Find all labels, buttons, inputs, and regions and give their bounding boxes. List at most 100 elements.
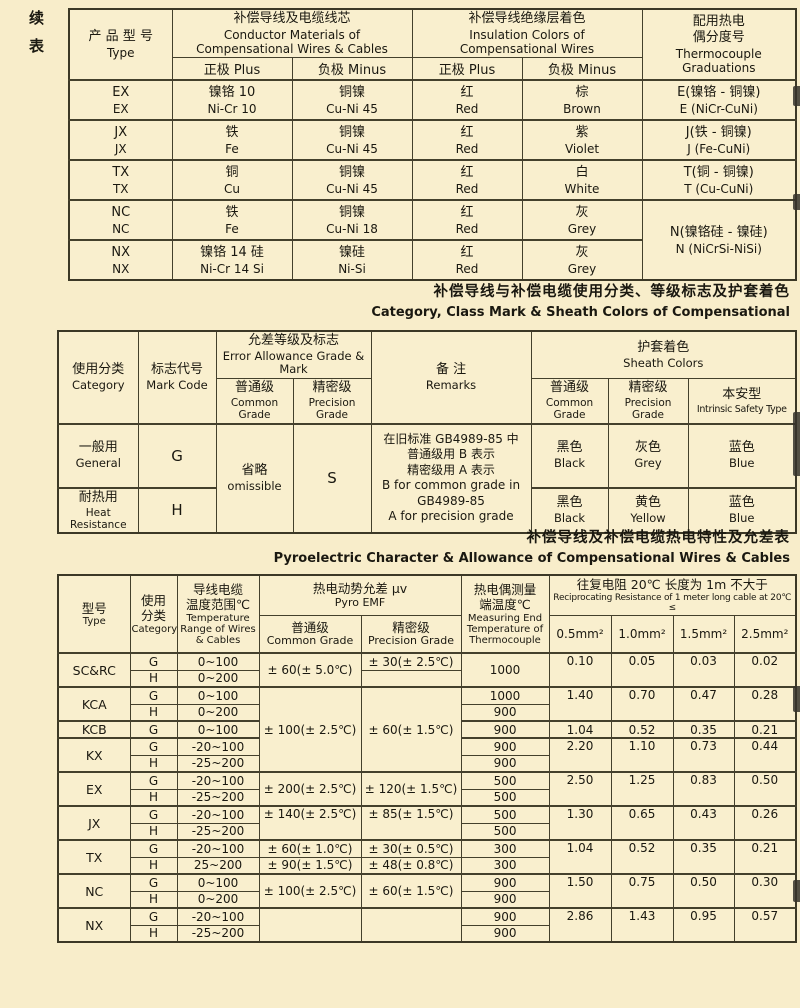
table-cell: NC bbox=[57, 873, 131, 909]
table-cell: G bbox=[129, 737, 178, 756]
table-cell: 铜 Cu bbox=[171, 159, 293, 201]
table-cell: G bbox=[137, 422, 217, 489]
cell-text: NX bbox=[112, 261, 130, 276]
header-text-cn: 热电动势允差 μv bbox=[312, 581, 408, 597]
table-cell: G bbox=[129, 771, 178, 790]
cell-text: Cu-Ni 18 bbox=[326, 221, 378, 236]
table-cell: 0.52 bbox=[610, 720, 674, 739]
table-cell: 一般用 General bbox=[57, 422, 139, 489]
header-text-en: Common Grade bbox=[545, 396, 594, 422]
table-cell: 0.50 bbox=[733, 771, 797, 807]
header-text-cn: 普通级 bbox=[550, 380, 590, 396]
table-row: EX G -20~100 ± 200(± 2.5℃) ± 120(± 1.5℃)… bbox=[57, 771, 797, 807]
cell-text: 黑色 bbox=[556, 495, 583, 511]
cell-text: 黑色 bbox=[556, 440, 583, 456]
table-cell: 灰 Grey bbox=[521, 239, 643, 281]
cell-text: Fe bbox=[225, 141, 239, 156]
table-cell: 0~100 bbox=[176, 720, 260, 739]
table-row: EX EX 镍铬 10 Ni-Cr 10 铜镍 Cu-Ni 45 红 Red 棕 Brow… bbox=[68, 79, 797, 121]
table-cell: ± 90(± 1.5℃) bbox=[258, 856, 362, 875]
header-text-en: Intrinsic Safety Type bbox=[696, 403, 787, 415]
table-cell: ± 60(± 5.0℃) bbox=[258, 652, 362, 688]
product-type-table: 产 品 型 号 Type 补偿导线及电缆线芯 Conductor Materia… bbox=[68, 8, 798, 282]
cell-text: Cu-Ni 45 bbox=[326, 181, 378, 196]
header-text-en: Precision Grade bbox=[624, 396, 672, 422]
table-row: 耐热用 Heat Resistance H 黑色 Black 黄色 Yellow 蓝色… bbox=[57, 486, 797, 534]
t3-subheader-1.0mm: 1.0mm² bbox=[610, 614, 674, 654]
header-text-cn: 备 注 bbox=[435, 362, 467, 378]
pyroelectric-allowance-table: 型号 Type 使用 分类 Category 导线电缆 温度范围℃ Temperatu… bbox=[57, 574, 798, 943]
cell-text: Ni-Cr 14 Si bbox=[200, 261, 264, 276]
cell-text: T(铜 - 铜镍) bbox=[683, 164, 754, 180]
table-cell: 900 bbox=[460, 720, 550, 739]
table-cell: J(铁 - 铜镍) J (Fe-CuNi) bbox=[641, 119, 797, 161]
cell-text: JX bbox=[114, 124, 128, 140]
table-cell: 1.50 bbox=[548, 873, 612, 909]
table-cell: 1.40 bbox=[548, 686, 612, 722]
table-cell: 铜镍 Cu-Ni 45 bbox=[291, 159, 413, 201]
table-row: NX NX 镍铬 14 硅 Ni-Cr 14 Si 镍硅 Ni-Si 红 Red 灰 Gr… bbox=[68, 239, 796, 281]
cell-text: 铁 bbox=[225, 204, 239, 220]
table-row: H 0~200 900 bbox=[58, 890, 796, 909]
section3-title: 补偿导线及补偿电缆热电特性及允差表 Pyroelectric Character… bbox=[274, 528, 790, 569]
table-cell: 2.50 bbox=[548, 771, 612, 807]
cell-text: T (Cu-CuNi) bbox=[684, 181, 754, 196]
table-cell: G bbox=[129, 686, 178, 705]
cell-text: 镍铬 10 bbox=[208, 84, 256, 100]
cell-text: Red bbox=[455, 261, 479, 276]
table-cell: 900 bbox=[460, 873, 550, 892]
table-cell: 0.70 bbox=[610, 686, 674, 722]
table-cell: -25~200 bbox=[176, 822, 260, 841]
table-cell: 镍铬 14 硅 Ni-Cr 14 Si bbox=[171, 239, 293, 281]
table-cell: SC&RC bbox=[57, 652, 131, 688]
cell-text: 灰 bbox=[575, 244, 589, 260]
table-cell: ± 200(± 2.5℃) bbox=[258, 771, 362, 807]
table-cell: H bbox=[129, 890, 178, 909]
header-text-cn: 允差等级及标志 bbox=[248, 333, 340, 348]
table-cell: 900 bbox=[460, 703, 550, 722]
header-text-cn: 标志代号 bbox=[150, 362, 203, 378]
table-cell: 1.30 bbox=[548, 805, 612, 841]
cell-text: Black bbox=[553, 456, 586, 471]
t2-subheader-precision: 精密级 Precision Grade bbox=[292, 378, 372, 425]
header-text-cn: 使用分类 bbox=[72, 362, 125, 378]
t3-header-pyro-emf: 热电动势允差 μv Pyro EMF bbox=[258, 574, 462, 616]
table-cell: 0.21 bbox=[733, 720, 797, 739]
table-cell: 0.95 bbox=[672, 907, 735, 943]
cell-text: Grey bbox=[634, 456, 662, 471]
table-cell: E(镍铬 - 铜镍) E (NiCr-CuNi) bbox=[641, 79, 797, 121]
header-text-en: Insulation Colors of Compensational Wire… bbox=[459, 27, 595, 57]
cell-text: 镍硅 bbox=[338, 244, 365, 260]
table-cell: 300 bbox=[460, 856, 550, 875]
table-cell: 0.47 bbox=[672, 686, 735, 722]
header-text-en: Precision Grade bbox=[308, 396, 356, 422]
table-cell: 300 bbox=[460, 839, 550, 858]
table-cell: 0.10 bbox=[548, 652, 612, 688]
table-cell: 0.73 bbox=[672, 737, 735, 773]
table-cell: 黑色 Black bbox=[530, 422, 609, 489]
table-cell: 铁 Fe bbox=[171, 199, 293, 241]
category-class-mark-table: 使用分类 Category 标志代号 Mark Code 允差等级及标志 Error … bbox=[57, 330, 798, 535]
table-cell bbox=[258, 907, 362, 943]
cell-text: Red bbox=[455, 101, 479, 116]
header-text-en: Error Allowance Grade & Mark bbox=[222, 348, 365, 377]
table-cell: 0.57 bbox=[733, 907, 797, 943]
t1-subheader-plus: 正极 Plus bbox=[171, 57, 293, 81]
cell-text: General bbox=[75, 456, 121, 471]
table-row: TX G -20~100 ± 60(± 1.0℃) ± 30(± 0.5℃) 3… bbox=[57, 839, 797, 875]
table-cell: 500 bbox=[460, 822, 550, 841]
cell-text: 省略 bbox=[241, 463, 268, 479]
header-text-cn: 产 品 型 号 bbox=[88, 29, 153, 45]
scan-artifact bbox=[793, 194, 800, 210]
table-row: H -25~200 900 bbox=[58, 924, 796, 943]
cell-text: White bbox=[564, 181, 600, 196]
table-cell: 灰 Grey bbox=[521, 199, 643, 241]
table-cell: 1.10 bbox=[610, 737, 674, 773]
section3-title-cn: 补偿导线及补偿电缆热电特性及允差表 bbox=[526, 530, 790, 546]
t2-header-allowance: 允差等级及标志 Error Allowance Grade & Mark bbox=[215, 330, 372, 380]
table-cell: 1.25 bbox=[610, 771, 674, 807]
table-cell: -25~200 bbox=[176, 788, 260, 807]
header-text-cn: 精密级 bbox=[628, 380, 668, 396]
table-cell: -20~100 bbox=[176, 805, 260, 824]
table-row: H -25~200 500 bbox=[58, 822, 796, 841]
